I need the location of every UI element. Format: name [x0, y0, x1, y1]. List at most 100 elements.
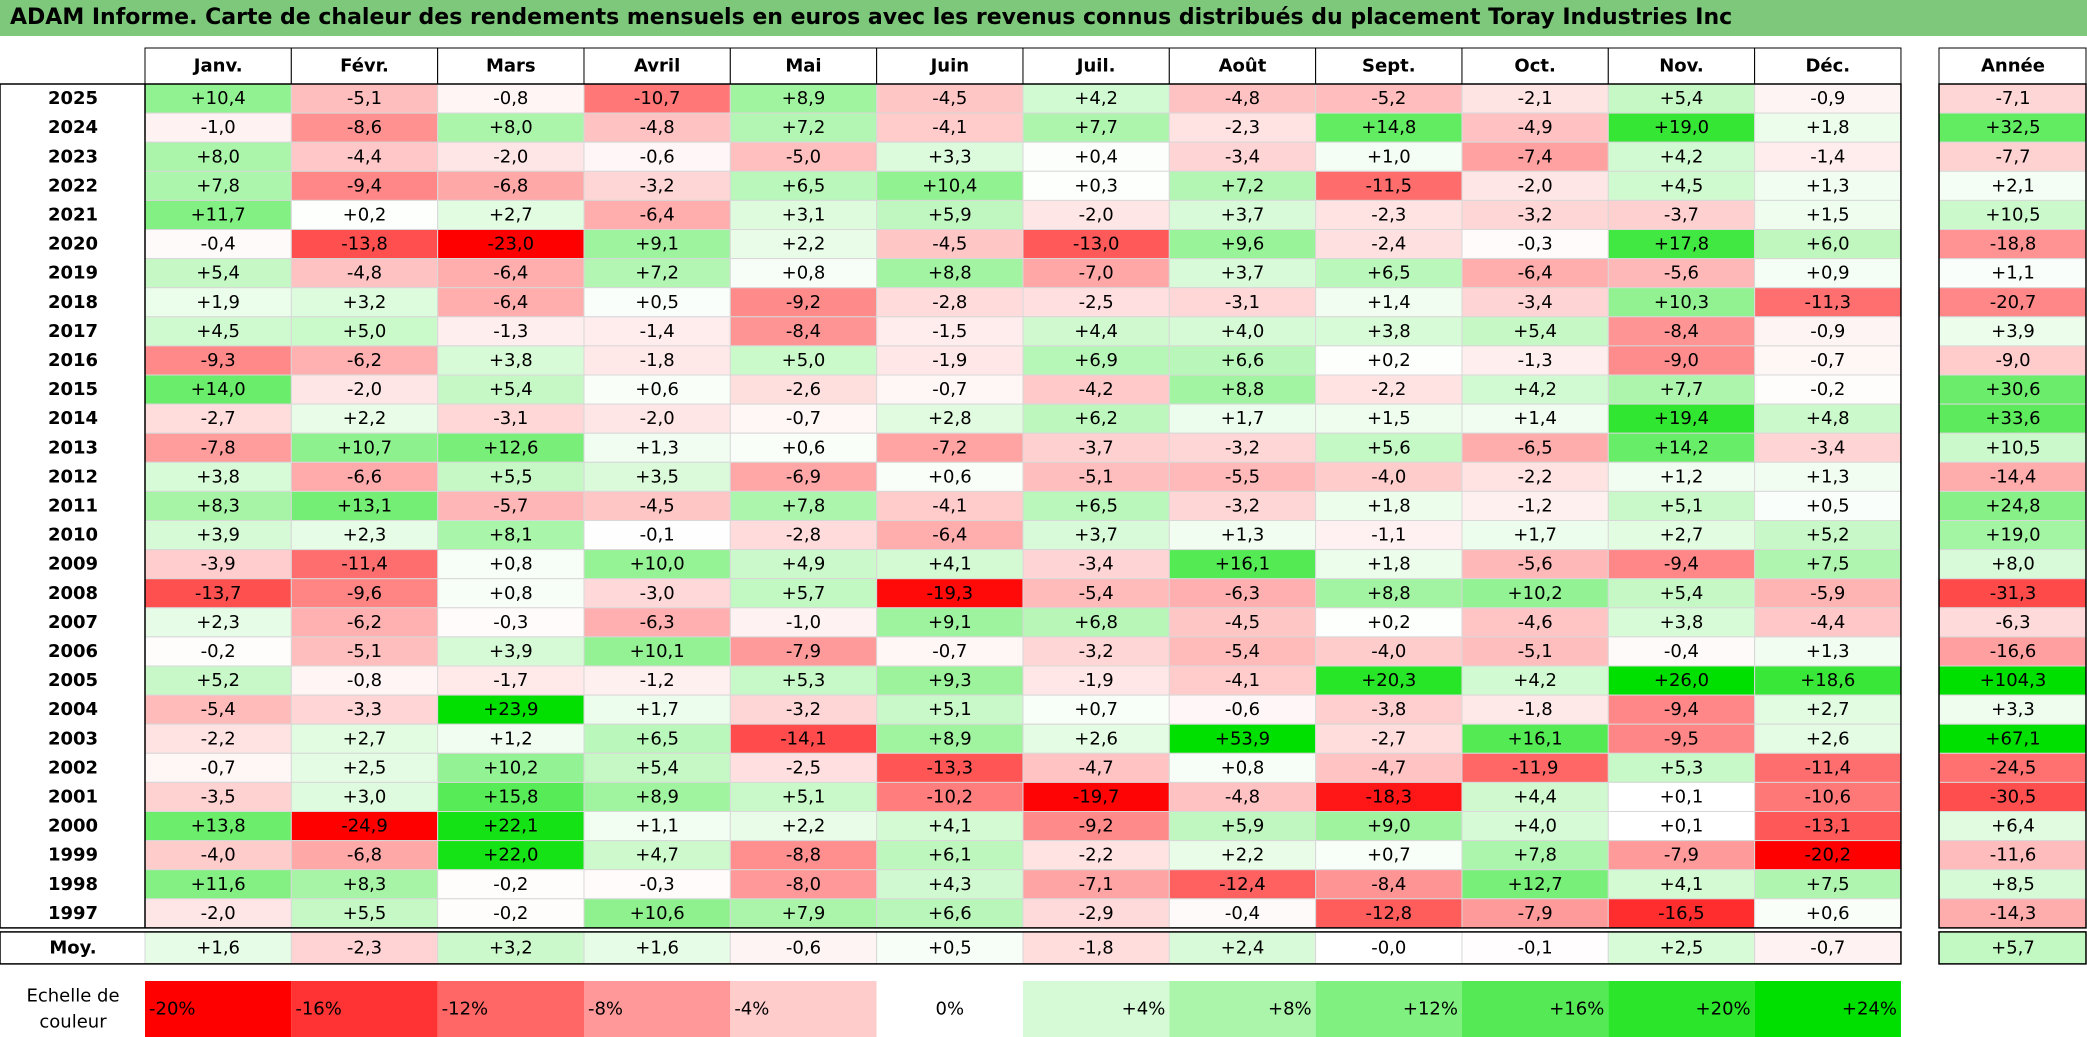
cell-value: +4,5: [196, 321, 240, 342]
cell-value: +5,2: [196, 670, 240, 691]
cell-value: -14,1: [780, 728, 827, 749]
cell-value: +23,9: [483, 699, 538, 720]
heatmap-cell: [1168, 374, 1317, 405]
cell-value: +0,8: [489, 554, 533, 575]
cell-value: +5,4: [1513, 321, 1557, 342]
heatmap-cell: [1461, 811, 1609, 842]
cell-value: +1,3: [1806, 466, 1850, 487]
cell-value: -6,6: [347, 466, 382, 487]
cell-value: -9,2: [786, 292, 821, 313]
cell-value: -4,6: [1518, 612, 1553, 633]
scale-swatch: [437, 981, 584, 1037]
heatmap-cell: [1607, 752, 1756, 783]
heatmap-cell: [290, 112, 439, 143]
cell-value: -11,4: [341, 554, 388, 575]
heatmap-cell: [1607, 840, 1756, 871]
cell-value: -2,0: [640, 408, 675, 429]
heatmap-cell: [1461, 83, 1609, 114]
cell-value: +20,3: [1361, 670, 1416, 691]
cell-value: +7,5: [1806, 874, 1850, 895]
heatmap-cell: [437, 723, 585, 754]
cell-value: +2,8: [928, 408, 972, 429]
cell-value: -5,4: [201, 699, 236, 720]
cell-value: -6,4: [493, 263, 528, 284]
cell-value: +3,8: [1660, 612, 1704, 633]
cell-value: -2,4: [1371, 234, 1406, 255]
heatmap-cell: [1461, 781, 1609, 813]
heatmap-cell: [876, 811, 1024, 842]
cell-value: -3,7: [1079, 437, 1114, 458]
heatmap-cell: [876, 636, 1024, 667]
cell-value: +3,9: [196, 525, 240, 546]
heatmap-cell: [729, 345, 878, 376]
cell-value: -4,7: [1371, 757, 1406, 778]
heatmap-cell: [1461, 316, 1609, 347]
cell-value: -3,2: [786, 699, 821, 720]
cell-value: +8,8: [1367, 583, 1411, 604]
cell-value: +0,2: [1367, 612, 1411, 633]
heatmap-cell: [876, 607, 1024, 638]
cell-value: +7,5: [1806, 554, 1850, 575]
heatmap-cell: [1168, 811, 1317, 842]
heatmap-cell: [729, 112, 878, 143]
cell-value: +4,4: [1074, 321, 1118, 342]
month-header-cell: [1607, 47, 1756, 85]
cell-value: -13,3: [927, 757, 974, 778]
annual-value: +104,3: [1980, 670, 2047, 691]
cell-value: -0,7: [932, 641, 967, 662]
annual-value: -14,4: [1990, 466, 2037, 487]
year-label: 2010: [48, 525, 98, 546]
cell-value: +14,8: [1361, 117, 1416, 138]
cell-value: +7,2: [782, 117, 826, 138]
heatmap-cell: [1315, 316, 1463, 347]
cell-value: +10,0: [630, 554, 685, 575]
cell-value: -0,3: [1518, 234, 1553, 255]
heatmap-cell: [1022, 112, 1170, 143]
heatmap-cell: [1461, 199, 1609, 230]
annual-value: -30,5: [1990, 786, 2037, 807]
cell-value: -2,2: [1518, 466, 1553, 487]
average-cell: [144, 931, 292, 965]
month-header-cell: [729, 47, 878, 85]
cell-value: -1,9: [932, 350, 967, 371]
average-label: Moy.: [49, 937, 96, 958]
heatmap-cell: [290, 490, 439, 521]
average-value: +1,6: [635, 937, 679, 958]
cell-value: -5,0: [786, 146, 821, 167]
cell-value: +8,0: [196, 146, 240, 167]
heatmap-cell: [1022, 403, 1170, 434]
year-label: 2004: [48, 699, 98, 720]
heatmap-cell: [729, 752, 878, 783]
heatmap-cell: [144, 229, 292, 260]
cell-value: -7,2: [932, 437, 967, 458]
heatmap-cell: [290, 258, 439, 289]
average-value: +1,6: [196, 937, 240, 958]
cell-value: +4,5: [1660, 175, 1704, 196]
heatmap-cell: [583, 840, 731, 871]
cell-value: -5,5: [1225, 466, 1260, 487]
cell-value: -0,2: [201, 641, 236, 662]
annual-cell: [1938, 83, 2087, 114]
scale-swatch: [1022, 981, 1170, 1037]
cell-value: +6,5: [1367, 263, 1411, 284]
heatmap-cell: [583, 549, 731, 580]
cell-value: +5,4: [196, 263, 240, 284]
cell-value: +6,6: [1221, 350, 1265, 371]
month-header: Avril: [634, 56, 680, 77]
cell-value: -13,8: [341, 234, 388, 255]
cell-value: +3,7: [1221, 263, 1265, 284]
heatmap-cell: [144, 345, 292, 376]
heatmap-cell: [729, 170, 878, 201]
heatmap-cell: [729, 461, 878, 492]
cell-value: +0,8: [489, 583, 533, 604]
heatmap-cell: [437, 752, 585, 783]
cell-value: +6,5: [1074, 495, 1118, 516]
cell-value: -3,1: [1225, 292, 1260, 313]
cell-value: -1,5: [932, 321, 967, 342]
year-label: 2023: [48, 146, 98, 167]
annual-value: +30,6: [1985, 379, 2040, 400]
heatmap-cell: [437, 520, 585, 551]
month-header-cell: [876, 47, 1024, 85]
heatmap-cell: [876, 112, 1024, 143]
heatmap-cell: [144, 781, 292, 813]
